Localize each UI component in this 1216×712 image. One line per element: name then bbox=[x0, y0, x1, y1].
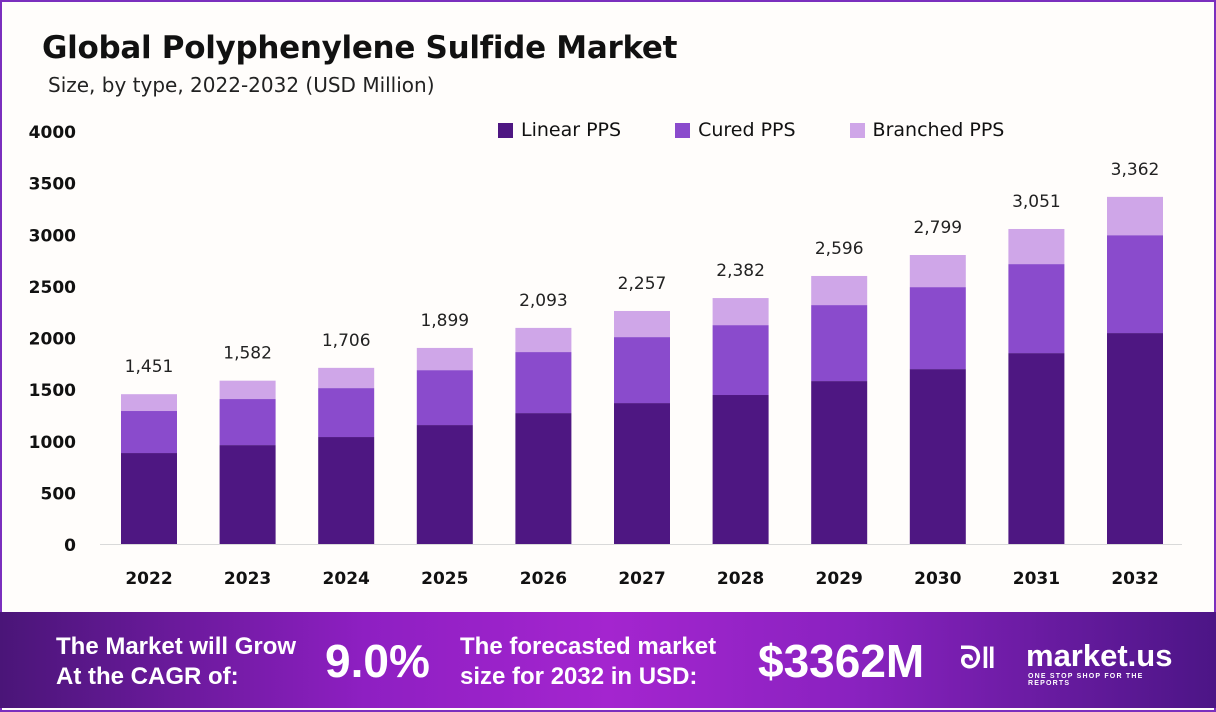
forecast-value: $3362M bbox=[758, 635, 925, 687]
legend-item-branched-pps: Branched PPS bbox=[849, 119, 1005, 141]
bar-segment-linear-pps bbox=[318, 437, 375, 544]
forecast-caption-line2: size for 2032 in USD: bbox=[460, 663, 698, 690]
x-tick-label: 2024 bbox=[323, 569, 370, 589]
bar-segment-branched-pps bbox=[1008, 228, 1065, 265]
summary-banner: The Market will Grow At the CAGR of: 9.0… bbox=[0, 612, 1216, 708]
x-tick-label: 2023 bbox=[224, 569, 271, 589]
legend-label: Linear PPS bbox=[521, 119, 622, 141]
x-tick-label: 2027 bbox=[618, 569, 665, 589]
y-tick-label: 3500 bbox=[29, 175, 76, 195]
brand-logo: ᘐǁ market.us ONE STOP SHOP FOR THE REPOR… bbox=[960, 638, 1180, 688]
y-tick-label: 3000 bbox=[29, 226, 76, 246]
bar-total-label: 2,596 bbox=[815, 239, 864, 259]
bar-segment-linear-pps bbox=[416, 425, 473, 544]
bar-segment-branched-pps bbox=[416, 347, 473, 371]
y-tick-label: 1500 bbox=[29, 381, 76, 401]
cagr-caption-line2: At the CAGR of: bbox=[56, 663, 239, 690]
chart-subtitle: Size, by type, 2022-2032 (USD Million) bbox=[48, 73, 435, 97]
bar-segment-cured-pps bbox=[614, 337, 670, 404]
bar-segment-cured-pps bbox=[121, 411, 177, 454]
bar-total-label: 2,799 bbox=[913, 218, 962, 238]
forecast-caption: The forecasted market size for 2032 in U… bbox=[460, 632, 716, 692]
bar-segment-cured-pps bbox=[219, 399, 276, 446]
bar-segment-cured-pps bbox=[515, 352, 572, 414]
x-tick-label: 2030 bbox=[914, 569, 961, 589]
bar-total-label: 1,899 bbox=[420, 311, 469, 331]
bar-segment-branched-pps bbox=[614, 310, 670, 338]
market-us-logo-icon: ᘐǁ bbox=[960, 642, 997, 675]
bar-segment-branched-pps bbox=[1107, 196, 1163, 236]
bar-segment-linear-pps bbox=[121, 453, 177, 544]
bar-segment-branched-pps bbox=[712, 298, 769, 326]
bar-segment-linear-pps bbox=[1107, 333, 1163, 544]
cagr-caption: The Market will Grow At the CAGR of: bbox=[56, 632, 296, 692]
bar-total-label: 2,257 bbox=[618, 274, 667, 294]
bar-segment-cured-pps bbox=[712, 325, 769, 396]
brand-name: market.us bbox=[1026, 638, 1173, 673]
x-tick-label: 2028 bbox=[717, 569, 764, 589]
bar-segment-branched-pps bbox=[909, 255, 966, 288]
brand-tagline: ONE STOP SHOP FOR THE REPORTS bbox=[1028, 673, 1144, 687]
x-tick-label: 2025 bbox=[421, 569, 468, 589]
bar-segment-branched-pps bbox=[515, 327, 572, 353]
y-tick-label: 1000 bbox=[29, 433, 76, 453]
x-tick-label: 2031 bbox=[1013, 569, 1060, 589]
y-tick-label: 2500 bbox=[29, 278, 76, 298]
bar-segment-cured-pps bbox=[909, 287, 966, 370]
bar-segment-branched-pps bbox=[811, 275, 868, 306]
legend: Linear PPS Cured PPS Branched PPS bbox=[498, 119, 1058, 141]
bar-segment-cured-pps bbox=[1008, 264, 1065, 354]
bar-total-label: 1,451 bbox=[125, 357, 174, 377]
cagr-caption-line1: The Market will Grow bbox=[56, 633, 297, 660]
x-tick-label: 2022 bbox=[125, 569, 172, 589]
legend-item-linear-pps: Linear PPS bbox=[498, 119, 621, 141]
bar-total-label: 1,706 bbox=[322, 331, 371, 351]
y-tick-label: 0 bbox=[64, 536, 76, 556]
legend-swatch-linear-pps bbox=[498, 122, 513, 138]
y-tick-label: 4000 bbox=[29, 123, 76, 143]
y-tick-label: 500 bbox=[41, 484, 77, 504]
legend-label: Cured PPS bbox=[698, 119, 796, 141]
bar-segment-linear-pps bbox=[909, 369, 966, 544]
forecast-caption-line1: The forecasted market bbox=[460, 633, 717, 660]
bar-segment-linear-pps bbox=[219, 445, 276, 544]
bar-segment-cured-pps bbox=[318, 388, 375, 438]
bar-total-label: 2,093 bbox=[519, 291, 568, 311]
bar-total-label: 2,382 bbox=[716, 261, 765, 281]
legend-item-cured-pps: Cured PPS bbox=[675, 119, 796, 141]
y-tick-label: 2000 bbox=[29, 330, 76, 350]
bar-total-label: 1,582 bbox=[223, 344, 272, 364]
bar-segment-branched-pps bbox=[219, 380, 276, 400]
bar-segment-linear-pps bbox=[515, 413, 572, 544]
x-tick-label: 2026 bbox=[520, 569, 567, 589]
bar-total-label: 3,051 bbox=[1012, 192, 1061, 212]
bar-segment-cured-pps bbox=[1107, 235, 1163, 334]
legend-swatch-cured-pps bbox=[675, 122, 691, 138]
chart-title: Global Polyphenylene Sulfide Market bbox=[42, 30, 678, 66]
bar-segment-cured-pps bbox=[811, 305, 868, 382]
cagr-value: 9.0% bbox=[325, 635, 430, 687]
bar-segment-linear-pps bbox=[811, 381, 868, 544]
bar-segment-branched-pps bbox=[121, 394, 177, 412]
x-tick-label: 2029 bbox=[816, 569, 863, 589]
bar-total-label: 3,362 bbox=[1111, 160, 1160, 180]
stacked-bar-chart: 0 500 1000 1500 2000 2500 3000 3500 4000 1,451 202… bbox=[29, 123, 1182, 589]
bar-segment-branched-pps bbox=[318, 367, 375, 389]
bar-segment-cured-pps bbox=[416, 370, 473, 426]
x-tick-label: 2032 bbox=[1111, 569, 1158, 589]
bar-segment-linear-pps bbox=[614, 403, 670, 544]
bar-segment-linear-pps bbox=[712, 395, 769, 544]
legend-label: Branched PPS bbox=[872, 119, 1005, 141]
legend-swatch-branched-pps bbox=[849, 122, 865, 138]
bar-segment-linear-pps bbox=[1008, 353, 1065, 544]
